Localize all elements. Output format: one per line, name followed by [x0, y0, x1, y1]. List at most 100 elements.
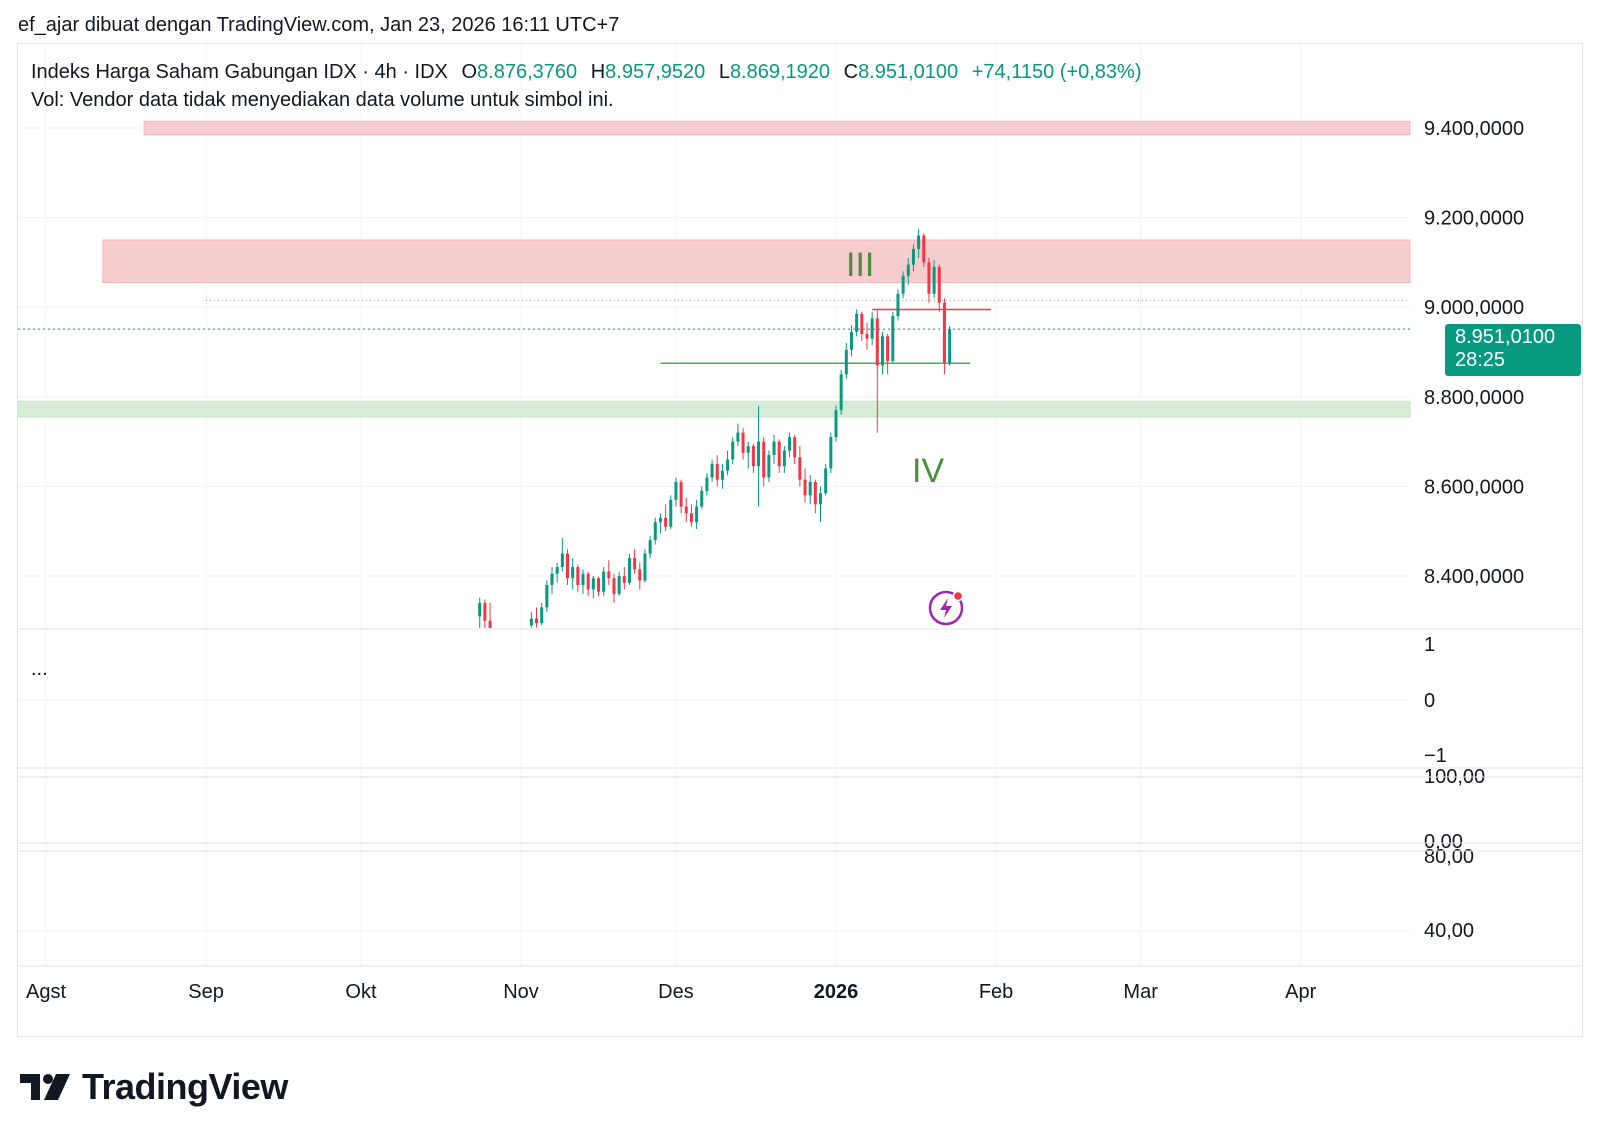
- low-value: 8.869,1920: [729, 61, 831, 83]
- candle: [906, 257, 910, 285]
- candle: [917, 228, 921, 258]
- support-zone: [17, 400, 1411, 418]
- indicator-axis-label: −1: [1424, 745, 1447, 767]
- candle-body: [813, 481, 817, 505]
- candle-body: [757, 441, 761, 467]
- candle-body: [901, 275, 905, 294]
- candle: [695, 499, 699, 529]
- resistance-zone: [102, 239, 1411, 284]
- candle-body: [710, 464, 714, 478]
- candle: [932, 260, 936, 299]
- candle: [736, 423, 740, 447]
- candle: [648, 535, 652, 559]
- candle: [844, 343, 848, 379]
- candle-body: [550, 573, 554, 585]
- chart-attribution-header: ef_ajar dibuat dengan TradingView.com, J…: [18, 14, 620, 36]
- tradingview-logo-icon: [20, 1074, 70, 1100]
- candle: [643, 549, 647, 583]
- candle: [927, 257, 931, 303]
- time-axis-label: 2026: [814, 981, 859, 1003]
- candle: [751, 443, 755, 473]
- indicator-axis-label: 40,00: [1424, 920, 1474, 942]
- lightning-alert-icon[interactable]: [928, 589, 966, 627]
- candle: [679, 479, 683, 514]
- candle-body: [803, 479, 807, 496]
- indicator-axis-label: 0,00: [1424, 831, 1463, 853]
- candle: [653, 517, 657, 545]
- candle-body: [658, 517, 662, 523]
- tradingview-logo[interactable]: TradingView: [20, 1066, 288, 1108]
- indicator-axis-label: 0: [1424, 690, 1435, 712]
- last-price-tag: 8.951,0100 28:25: [1445, 324, 1581, 376]
- candle-body: [612, 578, 616, 594]
- wave-label-iv: IV: [912, 452, 945, 490]
- candle-body: [808, 481, 812, 496]
- candle: [596, 576, 600, 597]
- candle-body: [602, 571, 606, 592]
- tradingview-wordmark: TradingView: [82, 1066, 288, 1107]
- time-axis-labels: Agst Sep Okt Nov Des 2026 Feb Mar Apr: [26, 981, 1317, 1003]
- candle: [731, 437, 735, 464]
- change-value: +74,1150 (+0,83%): [971, 61, 1142, 83]
- candle-body: [679, 481, 683, 507]
- candle-body: [617, 576, 621, 594]
- candle-body: [478, 602, 482, 617]
- candle-body: [705, 477, 709, 491]
- candle-body: [591, 578, 595, 590]
- candle-body: [829, 437, 833, 469]
- candle-body: [545, 584, 549, 608]
- price-zones: [17, 120, 1411, 418]
- pane-menu-button[interactable]: ...: [31, 658, 48, 680]
- candle-body: [483, 602, 487, 621]
- candle-body: [824, 468, 828, 494]
- candle: [529, 611, 533, 628]
- candle-body: [762, 441, 766, 478]
- candle: [798, 446, 802, 487]
- grid-lines: [18, 44, 1410, 966]
- candle: [581, 569, 585, 594]
- candle-body: [726, 459, 730, 471]
- indicator-axis-label: 1: [1424, 634, 1435, 656]
- candle: [824, 464, 828, 496]
- candle-body: [906, 264, 910, 276]
- low-key: L: [718, 61, 730, 83]
- candle-body: [560, 553, 564, 568]
- price-axis-label: 9.400,0000: [1424, 118, 1524, 140]
- candle: [788, 432, 792, 458]
- candle-body: [849, 331, 853, 350]
- candlestick-series: [478, 228, 952, 628]
- symbol-title[interactable]: Indeks Harga Saham Gabungan IDX · 4h · I…: [31, 61, 448, 83]
- candle-body: [596, 578, 600, 592]
- candle-body: [571, 567, 575, 579]
- candle-body: [674, 481, 678, 500]
- candle: [638, 562, 642, 590]
- candle: [870, 311, 874, 346]
- candle-body: [566, 553, 570, 579]
- candle-body: [751, 446, 755, 467]
- candle: [586, 571, 590, 597]
- candle: [839, 369, 843, 415]
- candle-body: [664, 517, 668, 527]
- candle-body: [911, 248, 915, 265]
- candle-body: [819, 493, 823, 505]
- volume-note: Vol: Vendor data tidak menyediakan data …: [31, 89, 614, 111]
- candle: [633, 549, 637, 574]
- candle: [710, 459, 714, 482]
- candle-body: [875, 318, 879, 366]
- candle: [576, 564, 580, 592]
- last-price-value: 8.951,0100: [1455, 326, 1556, 348]
- candle-body: [741, 432, 745, 453]
- candle: [726, 450, 730, 476]
- candle-body: [695, 506, 699, 523]
- candle-body: [932, 266, 936, 294]
- candle-body: [715, 464, 719, 480]
- candle-body: [736, 432, 740, 442]
- candle-body: [839, 374, 843, 411]
- candle-body: [648, 540, 652, 554]
- wave-label-iii: III: [846, 246, 875, 284]
- candle: [896, 289, 900, 321]
- candle: [555, 562, 559, 583]
- candle: [757, 405, 761, 507]
- candle-body: [917, 235, 921, 249]
